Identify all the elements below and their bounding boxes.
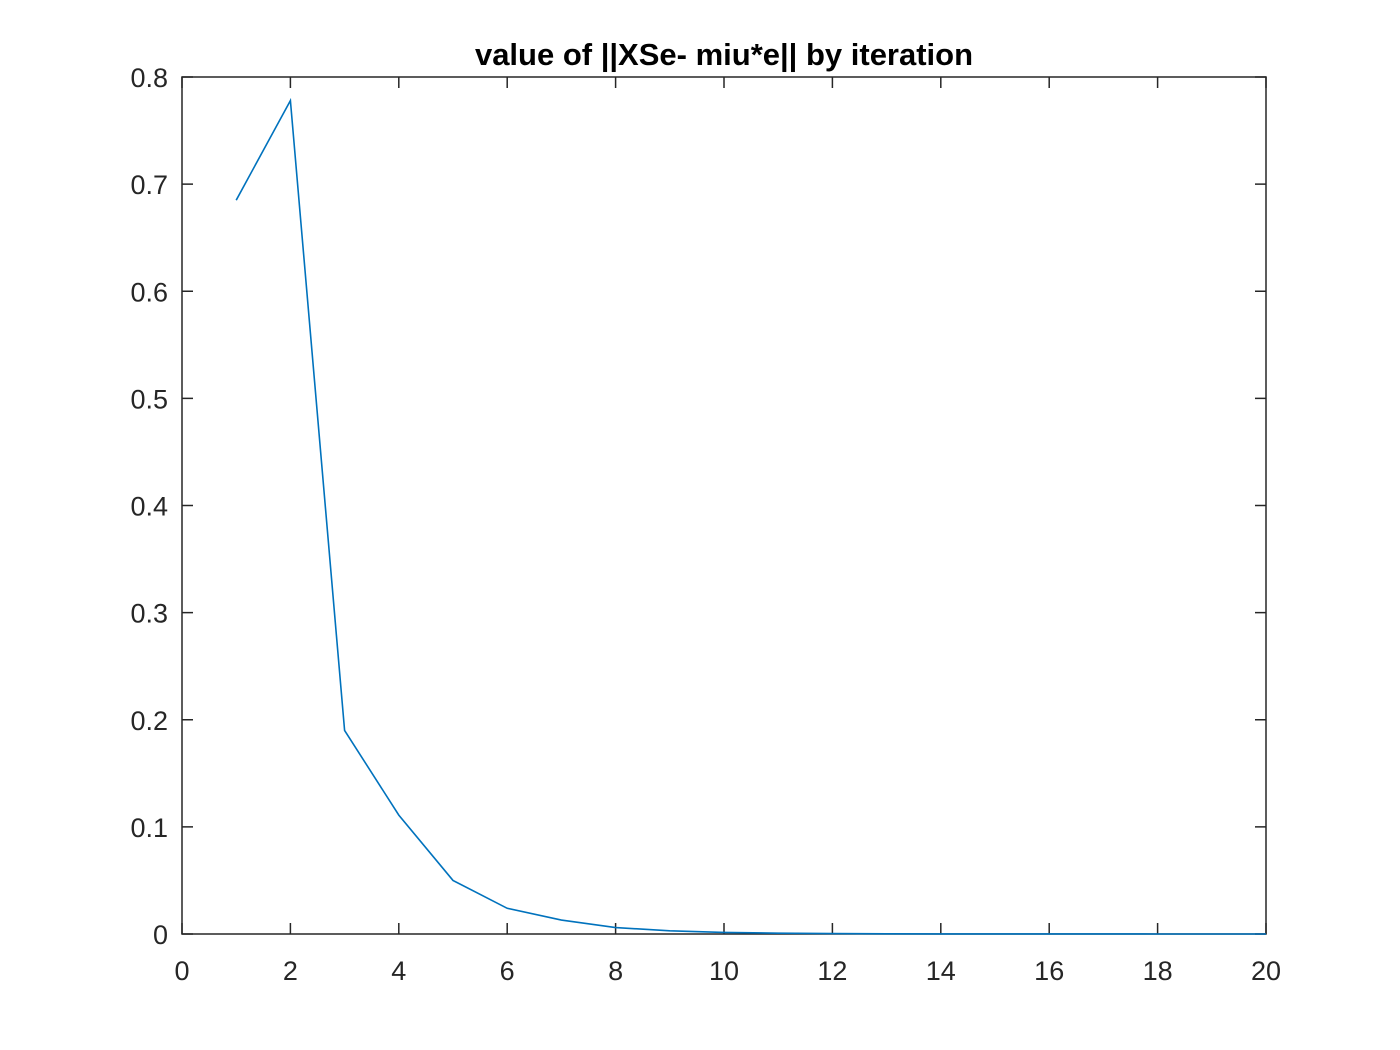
x-tick-label: 6 bbox=[500, 956, 515, 986]
chart-title: value of ||XSe- miu*e|| by iteration bbox=[475, 37, 973, 72]
x-tick-label: 20 bbox=[1251, 956, 1281, 986]
y-tick-label: 0.4 bbox=[130, 492, 168, 522]
x-tick-label: 2 bbox=[283, 956, 298, 986]
x-tick-label: 16 bbox=[1034, 956, 1064, 986]
x-tick-label: 10 bbox=[709, 956, 739, 986]
y-tick-label: 0.8 bbox=[130, 63, 168, 93]
y-tick-label: 0.1 bbox=[130, 813, 168, 843]
y-axis-ticks: 0 0.1 0.2 0.3 0.4 0.5 0.6 0.7 0.8 bbox=[130, 63, 1266, 950]
plot-area: 0 2 4 6 8 10 12 14 16 18 20 0 0.1 0.2 0.3 0.4 0.5 0.6 0.7… bbox=[130, 63, 1281, 986]
axes-box bbox=[181, 76, 1267, 935]
y-tick-label: 0 bbox=[153, 920, 168, 950]
y-tick-label: 0.3 bbox=[130, 599, 168, 629]
y-tick-label: 0.5 bbox=[130, 384, 168, 414]
x-tick-label: 4 bbox=[391, 956, 406, 986]
x-tick-label: 18 bbox=[1143, 956, 1173, 986]
y-tick-label: 0.2 bbox=[130, 706, 168, 736]
x-tick-label: 12 bbox=[817, 956, 847, 986]
series-line bbox=[235, 97, 1267, 935]
series-layer bbox=[235, 97, 1267, 935]
x-tick-label: 0 bbox=[174, 956, 189, 986]
x-tick-label: 14 bbox=[926, 956, 956, 986]
y-tick-label: 0.6 bbox=[130, 277, 168, 307]
x-axis-ticks: 0 2 4 6 8 10 12 14 16 18 20 bbox=[174, 77, 1281, 986]
x-tick-label: 8 bbox=[608, 956, 623, 986]
y-tick-label: 0.7 bbox=[130, 170, 168, 200]
